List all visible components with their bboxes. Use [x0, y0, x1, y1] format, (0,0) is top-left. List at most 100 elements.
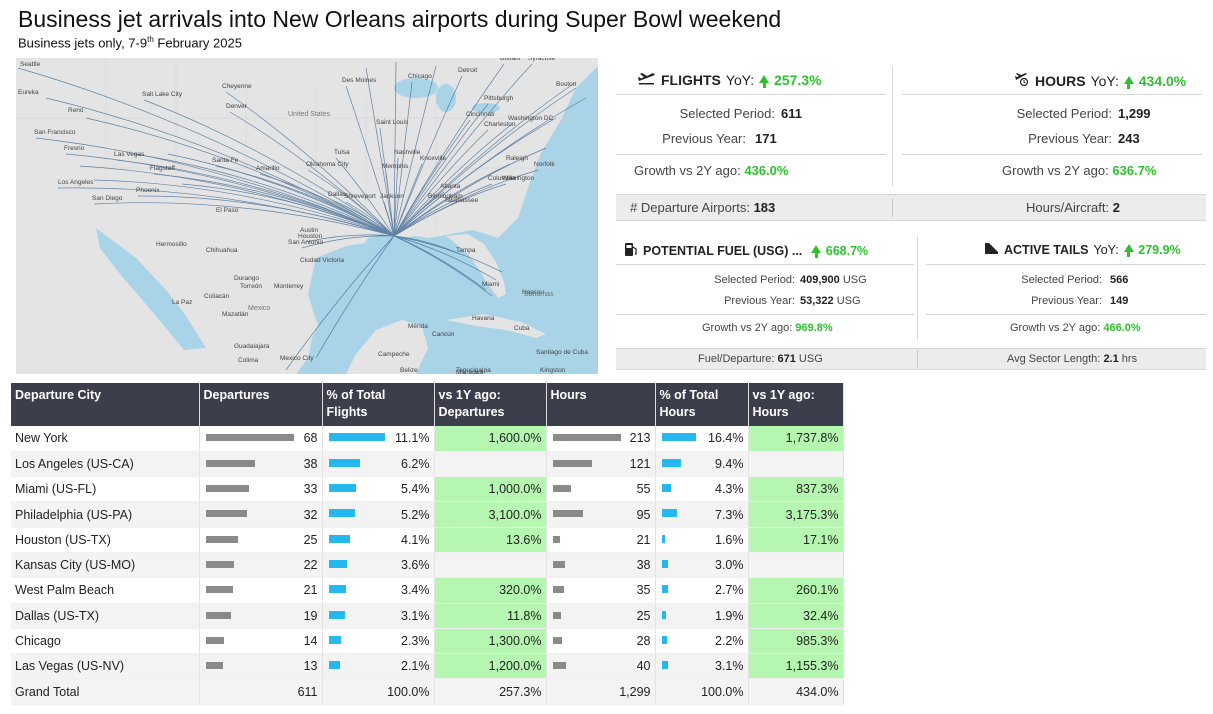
hours-pct-cell: 7.3% — [655, 501, 749, 528]
percent-bar — [661, 458, 681, 467]
flight-route — [393, 129, 489, 237]
percent-bar — [661, 610, 666, 619]
table-row[interactable]: Chicago 14 2.3% 1,300.0% 28 2.2% 985.3% — [11, 628, 847, 655]
city-label: Pittsburgh — [484, 95, 514, 102]
city-label: Birmingham — [428, 193, 463, 200]
city-label: Belize — [400, 367, 418, 374]
hours-cell: 121 — [546, 451, 656, 478]
column-header[interactable]: Hours — [546, 383, 656, 426]
departures-yoy-cell — [434, 552, 547, 579]
column-header[interactable]: Departures — [199, 383, 323, 426]
departure-city: Dallas (US-TX) — [11, 603, 200, 629]
hours-cell: 25 — [546, 603, 656, 629]
departure-city: West Palm Beach — [11, 577, 200, 604]
flight-route — [225, 91, 395, 237]
departures-yoy-cell: 13.6% — [434, 527, 547, 553]
table-row[interactable]: Philadelphia (US-PA) 32 5.2% 3,100.0% 95 7.3%… — [11, 501, 847, 528]
flight-route — [315, 235, 395, 359]
column-header[interactable]: Departure City — [11, 383, 200, 426]
column-header[interactable]: vs 1Y ago: Hours — [748, 383, 844, 426]
departures-yoy-cell: 11.8% — [434, 603, 547, 629]
table-row[interactable]: Houston (US-TX) 25 4.1% 13.6% 21 1.6% 17.1% — [11, 527, 847, 553]
flight-routes — [17, 61, 587, 371]
country-label-us: United States — [288, 111, 331, 118]
flight-map[interactable]: Seattle Eureka Reno San Francisco Fresno Los … — [16, 58, 598, 374]
flights-header: FLIGHTS YoY: 257.3% — [638, 71, 822, 88]
column-header[interactable]: vs 1Y ago: Departures — [434, 383, 547, 426]
value-bar — [552, 510, 583, 518]
hours-pct-cell: 3.0% — [655, 552, 749, 579]
city-label: Fresno — [64, 145, 85, 152]
total-departures-yoy: 257.3% — [434, 678, 547, 705]
table-row[interactable]: West Palm Beach 21 3.4% 320.0% 35 2.7% 260.1% — [11, 577, 847, 604]
hours-yoy: 434.0% — [1123, 73, 1186, 89]
hours-pct-cell: 4.3% — [655, 476, 749, 503]
tails-yoy: 279.9% — [1123, 243, 1181, 257]
flight-route — [393, 235, 497, 281]
departure-city: Chicago — [11, 628, 200, 655]
departures-table: Departure City Departures % of Total Fli… — [11, 383, 847, 705]
percent-bar — [328, 559, 347, 568]
flight-route — [115, 159, 395, 237]
table-row[interactable]: Miami (US-FL) 33 5.4% 1,000.0% 55 4.3% 837.3% — [11, 476, 847, 503]
table-row[interactable]: New York 68 11.1% 1,600.0% 213 16.4% 1,737.8% — [11, 426, 847, 452]
departures-cell: 25 — [199, 527, 323, 553]
table-row[interactable]: Dallas (US-TX) 19 3.1% 11.8% 25 1.9% 32.4% — [11, 603, 847, 629]
summary-band-1 — [616, 194, 1206, 221]
city-label: Culiacán — [204, 293, 230, 300]
flight-route — [393, 87, 577, 237]
city-label: Atlanta — [440, 183, 461, 190]
table-row[interactable]: Las Vegas (US-NV) 13 2.1% 1,200.0% 40 3.1% 1,1… — [11, 653, 847, 680]
value-bar — [552, 662, 566, 670]
gulf-of-california — [96, 228, 206, 350]
arrow-up-icon — [1123, 244, 1134, 257]
value-bar — [552, 485, 571, 493]
flight-route — [167, 153, 395, 237]
value-bar — [552, 434, 621, 441]
total-hours: 1,299 — [546, 678, 656, 705]
grand-total-label: Grand Total — [11, 678, 200, 705]
departures-yoy-cell: 1,300.0% — [434, 628, 547, 655]
city-label: Chicago — [408, 73, 432, 80]
fuel-pump-icon — [624, 242, 638, 260]
flight-route — [345, 201, 395, 237]
gulf-of-mexico — [308, 240, 486, 354]
column-header[interactable]: % of Total Flights — [322, 383, 435, 426]
percent-bar — [661, 509, 677, 518]
city-label: Kingston — [540, 367, 566, 374]
city-label: San Francisco — [34, 129, 76, 136]
flight-route — [365, 67, 395, 237]
flight-route — [143, 99, 395, 237]
flight-route — [301, 235, 395, 249]
city-label: Memphis — [382, 163, 409, 170]
flight-route — [45, 97, 395, 237]
hours-pct-cell: 1.6% — [655, 527, 749, 553]
city-label: Buffalo — [500, 58, 521, 62]
flight-route — [133, 153, 395, 237]
tails-previous-value: 149 — [1110, 295, 1129, 307]
column-header[interactable]: % of Total Hours — [655, 383, 749, 426]
flight-route — [181, 183, 395, 237]
percent-bar — [661, 433, 696, 441]
flights-selected-value: 611 — [781, 106, 802, 121]
city-label: Syracuse — [528, 58, 555, 62]
city-label: Durango — [234, 275, 259, 282]
city-label: Los Angeles — [58, 179, 94, 186]
table-row[interactable]: Los Angeles (US-CA) 38 6.2% 121 9.4% — [11, 451, 847, 478]
tails-growth: Growth vs 2Y ago: 466.0% — [1010, 322, 1141, 334]
city-label: Wilmington — [502, 175, 535, 182]
flight-route — [285, 235, 395, 371]
flight-route — [331, 199, 395, 237]
city-label: Cuba — [514, 325, 530, 332]
total-departures-pct: 100.0% — [322, 678, 435, 705]
hours-yoy-cell: 985.3% — [748, 628, 844, 655]
flight-route — [137, 195, 395, 237]
country-label-mexico: Mexico — [248, 305, 270, 312]
city-label: Managua — [456, 369, 483, 374]
flight-route — [393, 183, 493, 237]
tails-previous-label: Previous Year: — [1031, 295, 1102, 307]
table-row[interactable]: Kansas City (US-MO) 22 3.6% 38 3.0% — [11, 552, 847, 579]
hours-yoy-cell: 837.3% — [748, 476, 844, 503]
departures-cell: 19 — [199, 603, 323, 629]
flight-route — [17, 67, 395, 237]
